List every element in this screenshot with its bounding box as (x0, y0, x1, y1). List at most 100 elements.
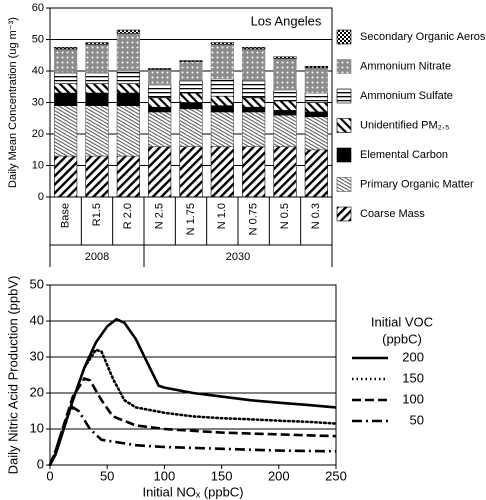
bar-segment (116, 155, 140, 198)
bar-segment (273, 100, 297, 111)
bar-segment (273, 58, 297, 91)
bar-segment (148, 97, 172, 108)
bar-segment (54, 48, 78, 73)
bar-segment (304, 149, 328, 198)
bar-segment (148, 84, 172, 99)
plot-frame (49, 284, 337, 466)
y-tick-label: 10 (32, 159, 44, 171)
x-tick-label: N 2.5 (154, 203, 166, 229)
legend-label: Primary Organic Matter (360, 178, 474, 190)
bar-segment (242, 80, 266, 99)
y-tick-label: 0 (37, 456, 44, 471)
y-tick-label: 40 (32, 65, 44, 77)
bar-segment (304, 65, 328, 69)
y-tick-label: 60 (32, 2, 44, 14)
bar-segment (85, 42, 109, 45)
bar-segment (54, 83, 78, 94)
bar-segment (304, 116, 328, 151)
line-series (48, 348, 338, 467)
x-tick-label: R1.5 (91, 203, 103, 226)
bar-segment (85, 155, 109, 198)
x-tick-label: 200 (268, 468, 290, 483)
bar-segment (242, 106, 266, 113)
bar-segment (85, 43, 109, 73)
x-tick-label: 50 (100, 468, 114, 483)
bar-segment (54, 47, 78, 50)
x-tick-label: 0 (46, 468, 53, 483)
x-tick-label: R 2.0 (122, 203, 134, 229)
plot-frame (49, 7, 333, 198)
x-tick-label: 150 (211, 468, 233, 483)
bar-segment (304, 67, 328, 94)
legend-label: 100 (402, 391, 424, 406)
bar-segment (179, 61, 203, 81)
bar-segment (116, 32, 140, 72)
y-tick-label: 50 (32, 33, 44, 45)
bar-segment (85, 83, 109, 94)
legend-label: Unidentified PM₂.₅ (360, 119, 449, 131)
bar-segment (210, 111, 234, 147)
bar-segment (179, 146, 203, 198)
bar-segment (273, 56, 297, 59)
bar-segment (116, 70, 140, 84)
legend-label: Ammonium Sulfate (360, 90, 453, 102)
bar-segment (148, 111, 172, 147)
legend-swatch (336, 29, 352, 45)
bar-segment (210, 95, 234, 106)
legend-swatch (336, 177, 352, 192)
bar-segment (273, 114, 297, 147)
legend-swatch (336, 118, 352, 133)
x-tick-label: N 0.75 (248, 203, 260, 235)
bar-segment (85, 92, 109, 106)
legend-label: Elemental Carbon (360, 149, 448, 161)
bar-segment (85, 72, 109, 84)
x-tick-label: N 1.75 (185, 203, 197, 235)
bar-segment (54, 72, 78, 84)
bar-segment (179, 80, 203, 94)
x-tick-label: N 1.0 (216, 203, 228, 229)
legend-label: Ammonium Nitrate (360, 60, 451, 72)
bar-segment (273, 89, 297, 102)
bar-segment (242, 48, 266, 81)
legend-swatch (336, 59, 352, 74)
legend-label: Secondary Organic Aerosol (360, 31, 486, 43)
bar-segment (116, 105, 140, 157)
y-tick-label: 30 (30, 348, 44, 363)
y-axis-title: Daily Nitric Acid Production (ppbV) (5, 276, 20, 475)
bar-segment (148, 69, 172, 86)
y-tick-label: 20 (30, 384, 44, 399)
group-label: 2008 (85, 251, 109, 263)
bar-segment (148, 146, 172, 198)
bar-segment (242, 97, 266, 108)
annotation: Los Angeles (251, 13, 322, 28)
bar-segment (210, 43, 234, 80)
bar-segment (210, 146, 234, 198)
y-tick-label: 40 (30, 312, 44, 327)
y-tick-label: 30 (32, 96, 44, 108)
bar-segment (242, 47, 266, 50)
bar-segment (210, 78, 234, 97)
y-tick-label: 10 (30, 420, 44, 435)
bar-segment (148, 106, 172, 113)
legend-title: Initial VOC (371, 314, 433, 329)
bar-segment (179, 108, 203, 147)
x-tick-label: Base (60, 203, 72, 228)
y-axis-title: Daily Mean Concentration (ug m⁻³) (7, 17, 19, 188)
bar-segment (273, 110, 297, 116)
x-tick-label: 100 (154, 468, 176, 483)
annotation-bg (246, 13, 326, 31)
bar-segment (179, 92, 203, 103)
legend-label: 150 (402, 370, 424, 385)
bar-segment (179, 60, 203, 62)
legend-swatch (336, 206, 352, 222)
bar-segment (54, 92, 78, 106)
y-tick-label: 50 (30, 276, 44, 291)
bar-segment (179, 102, 203, 110)
bar-segment (242, 146, 266, 198)
legend-swatch (336, 147, 352, 163)
x-tick-label: 250 (325, 468, 347, 483)
y-tick-label: 20 (32, 128, 44, 140)
bar-segment (273, 146, 297, 198)
bar-segment (54, 105, 78, 157)
